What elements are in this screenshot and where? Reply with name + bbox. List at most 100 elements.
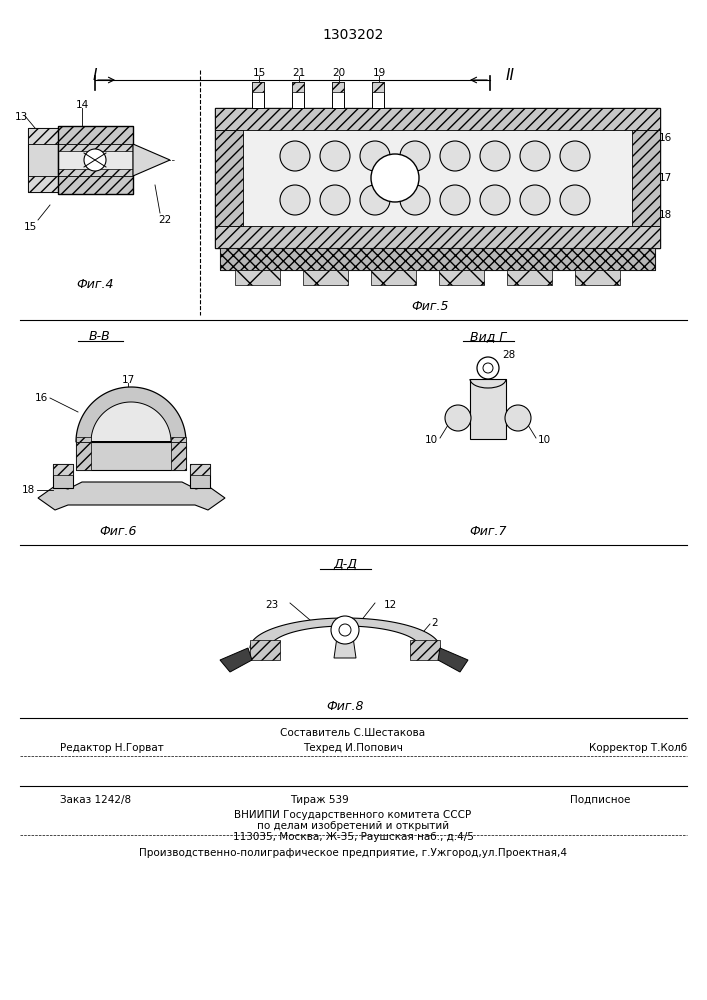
Text: Фиг.4: Фиг.4 xyxy=(76,278,114,291)
Text: Фиг.7: Фиг.7 xyxy=(469,525,507,538)
Polygon shape xyxy=(38,482,225,510)
Text: Фиг.6: Фиг.6 xyxy=(99,525,136,538)
Circle shape xyxy=(360,141,390,171)
Circle shape xyxy=(331,616,359,644)
Text: Д-Д: Д-Д xyxy=(333,558,357,571)
Text: Производственно-полиграфическое предприятие, г.Ужгород,ул.Проектная,4: Производственно-полиграфическое предприя… xyxy=(139,848,567,858)
Circle shape xyxy=(360,185,390,215)
Text: 17: 17 xyxy=(659,173,672,183)
Circle shape xyxy=(440,185,470,215)
Bar xyxy=(58,176,133,194)
Circle shape xyxy=(84,149,106,171)
Polygon shape xyxy=(91,402,171,442)
Text: 14: 14 xyxy=(76,100,88,110)
Circle shape xyxy=(483,363,493,373)
Text: Заказ 1242/8: Заказ 1242/8 xyxy=(60,795,131,805)
Circle shape xyxy=(560,185,590,215)
Circle shape xyxy=(480,185,510,215)
Polygon shape xyxy=(76,387,186,442)
Bar xyxy=(171,442,186,470)
Bar xyxy=(332,82,344,108)
Circle shape xyxy=(339,624,351,636)
Text: II: II xyxy=(506,68,515,83)
Text: 16: 16 xyxy=(35,393,48,403)
Bar xyxy=(632,130,660,226)
Text: ВНИИПИ Государственного комитета СССР: ВНИИПИ Государственного комитета СССР xyxy=(235,810,472,820)
Polygon shape xyxy=(334,630,356,658)
Circle shape xyxy=(477,357,499,379)
Text: 19: 19 xyxy=(373,68,385,78)
Bar xyxy=(28,128,58,144)
Text: Фиг.5: Фиг.5 xyxy=(411,300,449,313)
Bar xyxy=(252,82,264,108)
Circle shape xyxy=(480,141,510,171)
Text: 10: 10 xyxy=(538,435,551,445)
Text: 21: 21 xyxy=(293,68,305,78)
Text: 15: 15 xyxy=(23,222,37,232)
Bar xyxy=(215,226,660,248)
Bar xyxy=(58,144,133,151)
Text: 13: 13 xyxy=(15,112,28,122)
Bar xyxy=(372,82,384,108)
Bar xyxy=(215,130,243,226)
Bar xyxy=(53,464,73,475)
Bar xyxy=(215,108,660,248)
Text: Тираж 539: Тираж 539 xyxy=(290,795,349,805)
Circle shape xyxy=(400,185,430,215)
Text: 17: 17 xyxy=(122,375,134,385)
Text: Корректор Т.Колб: Корректор Т.Колб xyxy=(589,743,687,753)
Bar xyxy=(220,248,655,270)
Text: 23: 23 xyxy=(265,600,279,610)
Bar xyxy=(53,464,73,488)
Text: 18: 18 xyxy=(659,210,672,220)
Text: 15: 15 xyxy=(252,68,266,78)
Bar xyxy=(171,437,186,442)
Bar xyxy=(58,169,133,176)
Circle shape xyxy=(320,185,350,215)
Circle shape xyxy=(371,154,419,202)
Text: 18: 18 xyxy=(22,485,35,495)
Text: 12: 12 xyxy=(383,600,397,610)
Text: 16: 16 xyxy=(659,133,672,143)
Circle shape xyxy=(280,141,310,171)
Text: Вид Г: Вид Г xyxy=(470,330,506,343)
Text: 2: 2 xyxy=(432,618,438,628)
Text: Техред И.Попович: Техред И.Попович xyxy=(303,743,403,753)
Circle shape xyxy=(445,405,471,431)
Text: 113035, Москва, Ж-35, Раушская наб., д.4/5: 113035, Москва, Ж-35, Раушская наб., д.4… xyxy=(233,832,474,842)
Text: Подписное: Подписное xyxy=(570,795,631,805)
Bar xyxy=(28,128,58,192)
Circle shape xyxy=(440,141,470,171)
Text: 28: 28 xyxy=(502,350,515,360)
Bar xyxy=(292,82,304,108)
Bar xyxy=(58,126,133,194)
Polygon shape xyxy=(250,618,440,648)
Bar xyxy=(303,270,348,285)
Text: Составитель С.Шестакова: Составитель С.Шестакова xyxy=(281,728,426,738)
Bar xyxy=(215,108,660,130)
Bar xyxy=(372,82,384,92)
Bar xyxy=(332,82,344,92)
Text: 10: 10 xyxy=(425,435,438,445)
Text: по делам изобретений и открытий: по делам изобретений и открытий xyxy=(257,821,449,831)
Bar xyxy=(76,442,91,470)
Polygon shape xyxy=(438,648,468,672)
Circle shape xyxy=(280,185,310,215)
Bar xyxy=(76,437,91,442)
Bar xyxy=(190,464,210,475)
Text: 22: 22 xyxy=(158,215,172,225)
Bar xyxy=(190,464,210,488)
Bar xyxy=(470,379,506,439)
Bar xyxy=(371,270,416,285)
Bar xyxy=(28,176,58,192)
Text: I: I xyxy=(93,68,98,83)
Bar xyxy=(439,270,484,285)
Bar xyxy=(58,126,133,144)
Polygon shape xyxy=(220,648,252,672)
Text: В-В: В-В xyxy=(89,330,111,343)
Circle shape xyxy=(505,405,531,431)
Text: 1303202: 1303202 xyxy=(322,28,384,42)
Bar xyxy=(220,248,655,270)
Bar xyxy=(235,270,280,285)
Bar xyxy=(252,82,264,92)
